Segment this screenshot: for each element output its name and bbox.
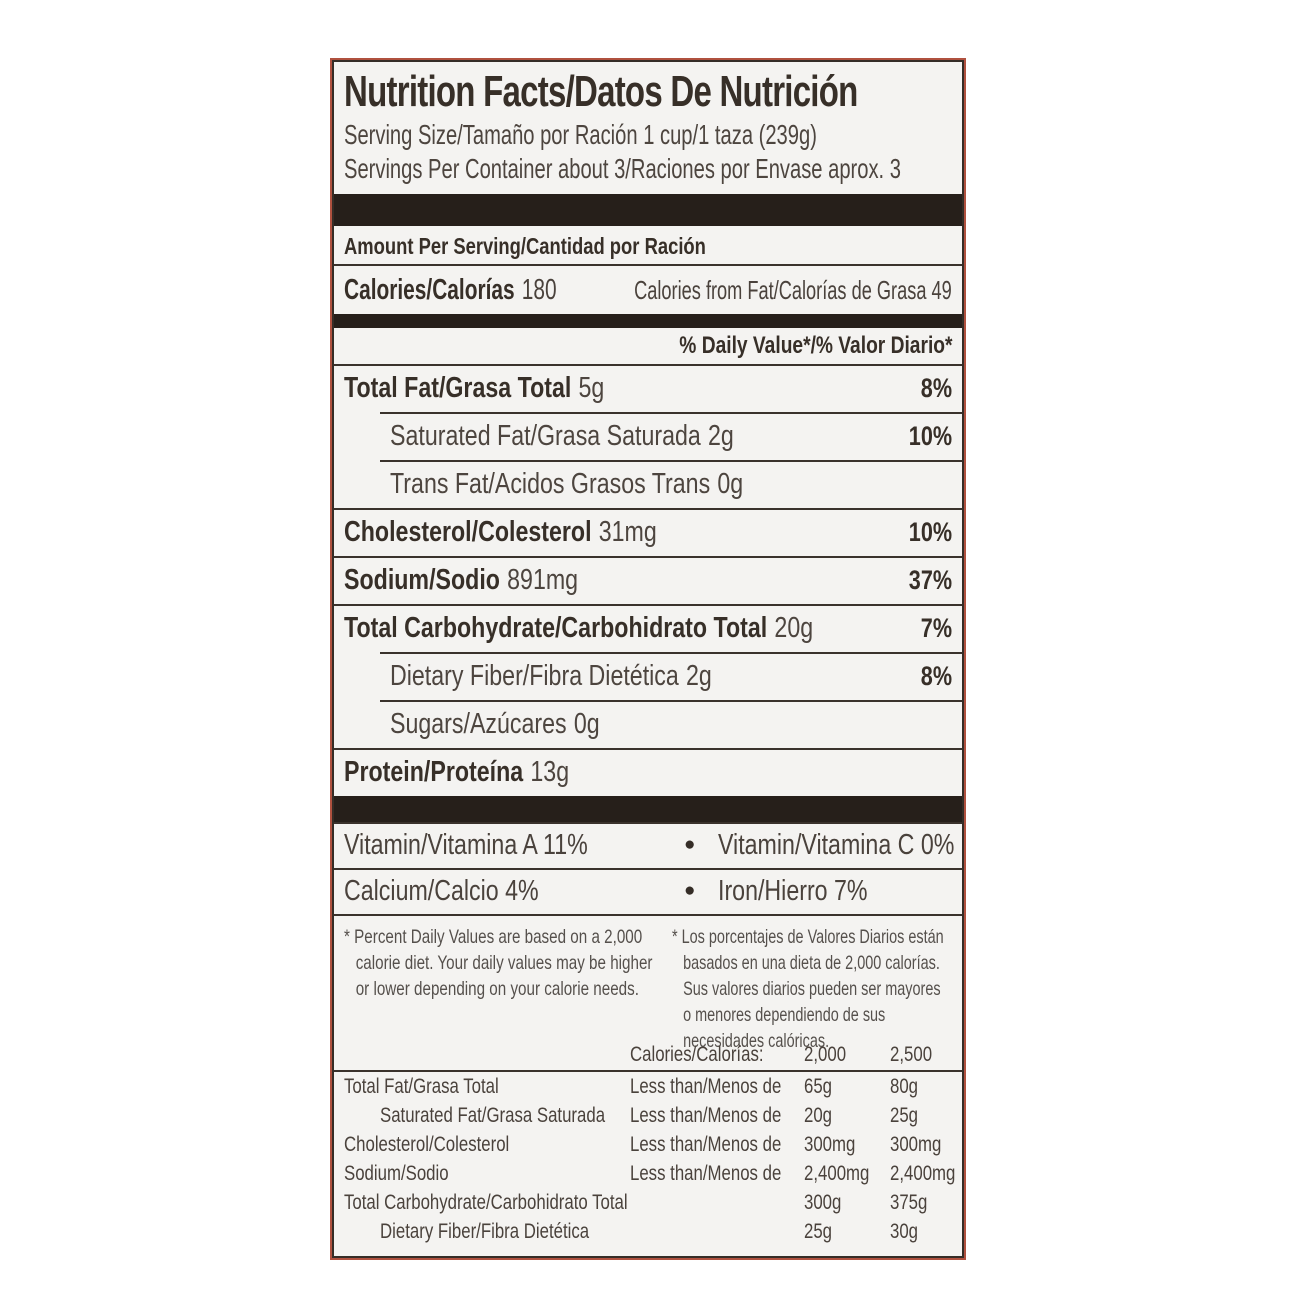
nutrient-amount: 5g bbox=[578, 372, 605, 404]
table-header-row: Calories/Calorías: 2,000 2,500 bbox=[334, 1040, 962, 1072]
thick-divider-bar bbox=[334, 796, 962, 822]
nutrient-dv: 10% bbox=[908, 517, 952, 547]
label-title: Nutrition Facts/Datos De Nutrición bbox=[334, 62, 962, 118]
nutrient-label: Cholesterol/Colesterol bbox=[344, 516, 592, 548]
footnote-section: * Percent Daily Values are based on a 2,… bbox=[334, 914, 962, 1052]
table-row: Cholesterol/Colesterol Less than/Menos d… bbox=[344, 1133, 942, 1156]
calcium-value: Calcium/Calcio 4% bbox=[344, 875, 539, 907]
table-calories-header: Calories/Calorías: bbox=[630, 1043, 764, 1066]
table-row: Dietary Fiber/Fibra Dietética 25g 30g bbox=[380, 1220, 919, 1243]
amount-per-serving-line: Amount Per Serving/Cantidad por Ración bbox=[334, 226, 962, 266]
servings-per-container-line: Servings Per Container about 3/Raciones … bbox=[344, 153, 901, 184]
daily-value-header: % Daily Value*/% Valor Diario* bbox=[678, 332, 952, 359]
nutrient-label: Sugars/Azúcares bbox=[390, 708, 567, 740]
nutrient-row-dietary-fiber: Dietary Fiber/Fibra Dietética 2g 8% bbox=[334, 652, 962, 700]
footnote-spanish: * Los porcentajes de Valores Diarios est… bbox=[672, 926, 944, 1052]
nutrient-label: Total Fat/Grasa Total bbox=[344, 372, 572, 404]
nutrient-amount: 31mg bbox=[598, 516, 657, 548]
calories-from-fat: Calories from Fat/Calorías de Grasa 49 bbox=[498, 266, 952, 314]
nutrition-label: Nutrition Facts/Datos De Nutrición Servi… bbox=[332, 60, 964, 1258]
footnote-english: * Percent Daily Values are based on a 2,… bbox=[344, 926, 653, 1000]
nutrient-dv: 37% bbox=[908, 565, 952, 595]
nutrient-label: Dietary Fiber/Fibra Dietética bbox=[390, 660, 679, 692]
nutrient-amount: 0g bbox=[717, 468, 744, 500]
nutrient-dv: 8% bbox=[920, 373, 952, 403]
table-col-2500: 2,500 bbox=[890, 1043, 933, 1066]
nutrient-label: Saturated Fat/Grasa Saturada bbox=[390, 420, 701, 452]
vitamin-row-a-c: Vitamin/Vitamina A 11% ● Vitamin/Vitamin… bbox=[334, 822, 962, 868]
label-title-text: Nutrition Facts/Datos De Nutrición bbox=[344, 67, 858, 116]
bullet-icon: ● bbox=[684, 880, 696, 901]
serving-size-line: Serving Size/Tamaño por Ración 1 cup/1 t… bbox=[344, 119, 817, 150]
nutrient-dv: 10% bbox=[908, 421, 952, 451]
calories-row: Calories/Calorías 180 Calories from Fat/C… bbox=[334, 266, 962, 314]
nutrient-row-sodium: Sodium/Sodio 891mg 37% bbox=[334, 556, 962, 604]
nutrient-row-sugars: Sugars/Azúcares 0g bbox=[334, 700, 962, 748]
nutrient-label: Protein/Proteína bbox=[344, 756, 524, 788]
table-row: Saturated Fat/Grasa Saturada Less than/M… bbox=[380, 1104, 919, 1127]
calories-left: Calories/Calorías 180 bbox=[344, 266, 557, 314]
nutrient-amount: 0g bbox=[573, 708, 600, 740]
nutrient-row-total-fat: Total Fat/Grasa Total 5g 8% bbox=[334, 364, 962, 412]
nutrient-amount: 20g bbox=[774, 612, 814, 644]
nutrient-amount: 2g bbox=[708, 420, 734, 452]
nutrient-row-protein: Protein/Proteína 13g bbox=[334, 748, 962, 796]
vitamin-c-value: Vitamin/Vitamina C 0% bbox=[718, 829, 955, 861]
thick-divider-bar bbox=[334, 194, 962, 226]
calories-from-fat-value: 49 bbox=[931, 275, 952, 305]
table-row: Total Fat/Grasa Total Less than/Menos de… bbox=[344, 1075, 919, 1098]
table-row: Sodium/Sodio Less than/Menos de 2,400mg … bbox=[344, 1162, 956, 1185]
medium-divider-bar bbox=[334, 314, 962, 328]
nutrient-row-total-carbohydrate: Total Carbohydrate/Carbohidrato Total 20g… bbox=[334, 604, 962, 652]
table-col-2000: 2,000 bbox=[804, 1043, 847, 1066]
calories-from-fat-label: Calories from Fat/Calorías de Grasa bbox=[634, 275, 927, 305]
nutrient-label: Sodium/Sodio bbox=[344, 564, 500, 596]
nutrient-row-saturated-fat: Saturated Fat/Grasa Saturada 2g 10% bbox=[334, 412, 962, 460]
vitamin-a-value: Vitamin/Vitamina A 11% bbox=[344, 829, 588, 861]
vitamin-row-calcium-iron: Calcium/Calcio 4% ● Iron/Hierro 7% bbox=[334, 868, 962, 914]
nutrient-row-cholesterol: Cholesterol/Colesterol 31mg 10% bbox=[334, 508, 962, 556]
iron-value: Iron/Hierro 7% bbox=[718, 875, 868, 907]
daily-values-table: Calories/Calorías: 2,000 2,500 Total Fat… bbox=[334, 1038, 962, 1256]
nutrient-amount: 2g bbox=[686, 660, 712, 692]
calories-value: 180 bbox=[521, 274, 557, 306]
calories-label: Calories/Calorías bbox=[344, 274, 515, 306]
table-row: Total Carbohydrate/Carbohidrato Total 30… bbox=[344, 1191, 928, 1214]
nutrient-label: Trans Fat/Acidos Grasos Trans bbox=[390, 468, 711, 500]
nutrient-dv: 8% bbox=[920, 661, 952, 691]
bullet-icon: ● bbox=[684, 834, 696, 855]
nutrient-amount: 13g bbox=[530, 756, 570, 788]
nutrient-label: Total Carbohydrate/Carbohidrato Total bbox=[344, 612, 768, 644]
nutrient-dv: 7% bbox=[920, 613, 952, 643]
nutrient-row-trans-fat: Trans Fat/Acidos Grasos Trans 0g bbox=[334, 460, 962, 508]
nutrient-amount: 891mg bbox=[507, 564, 579, 596]
